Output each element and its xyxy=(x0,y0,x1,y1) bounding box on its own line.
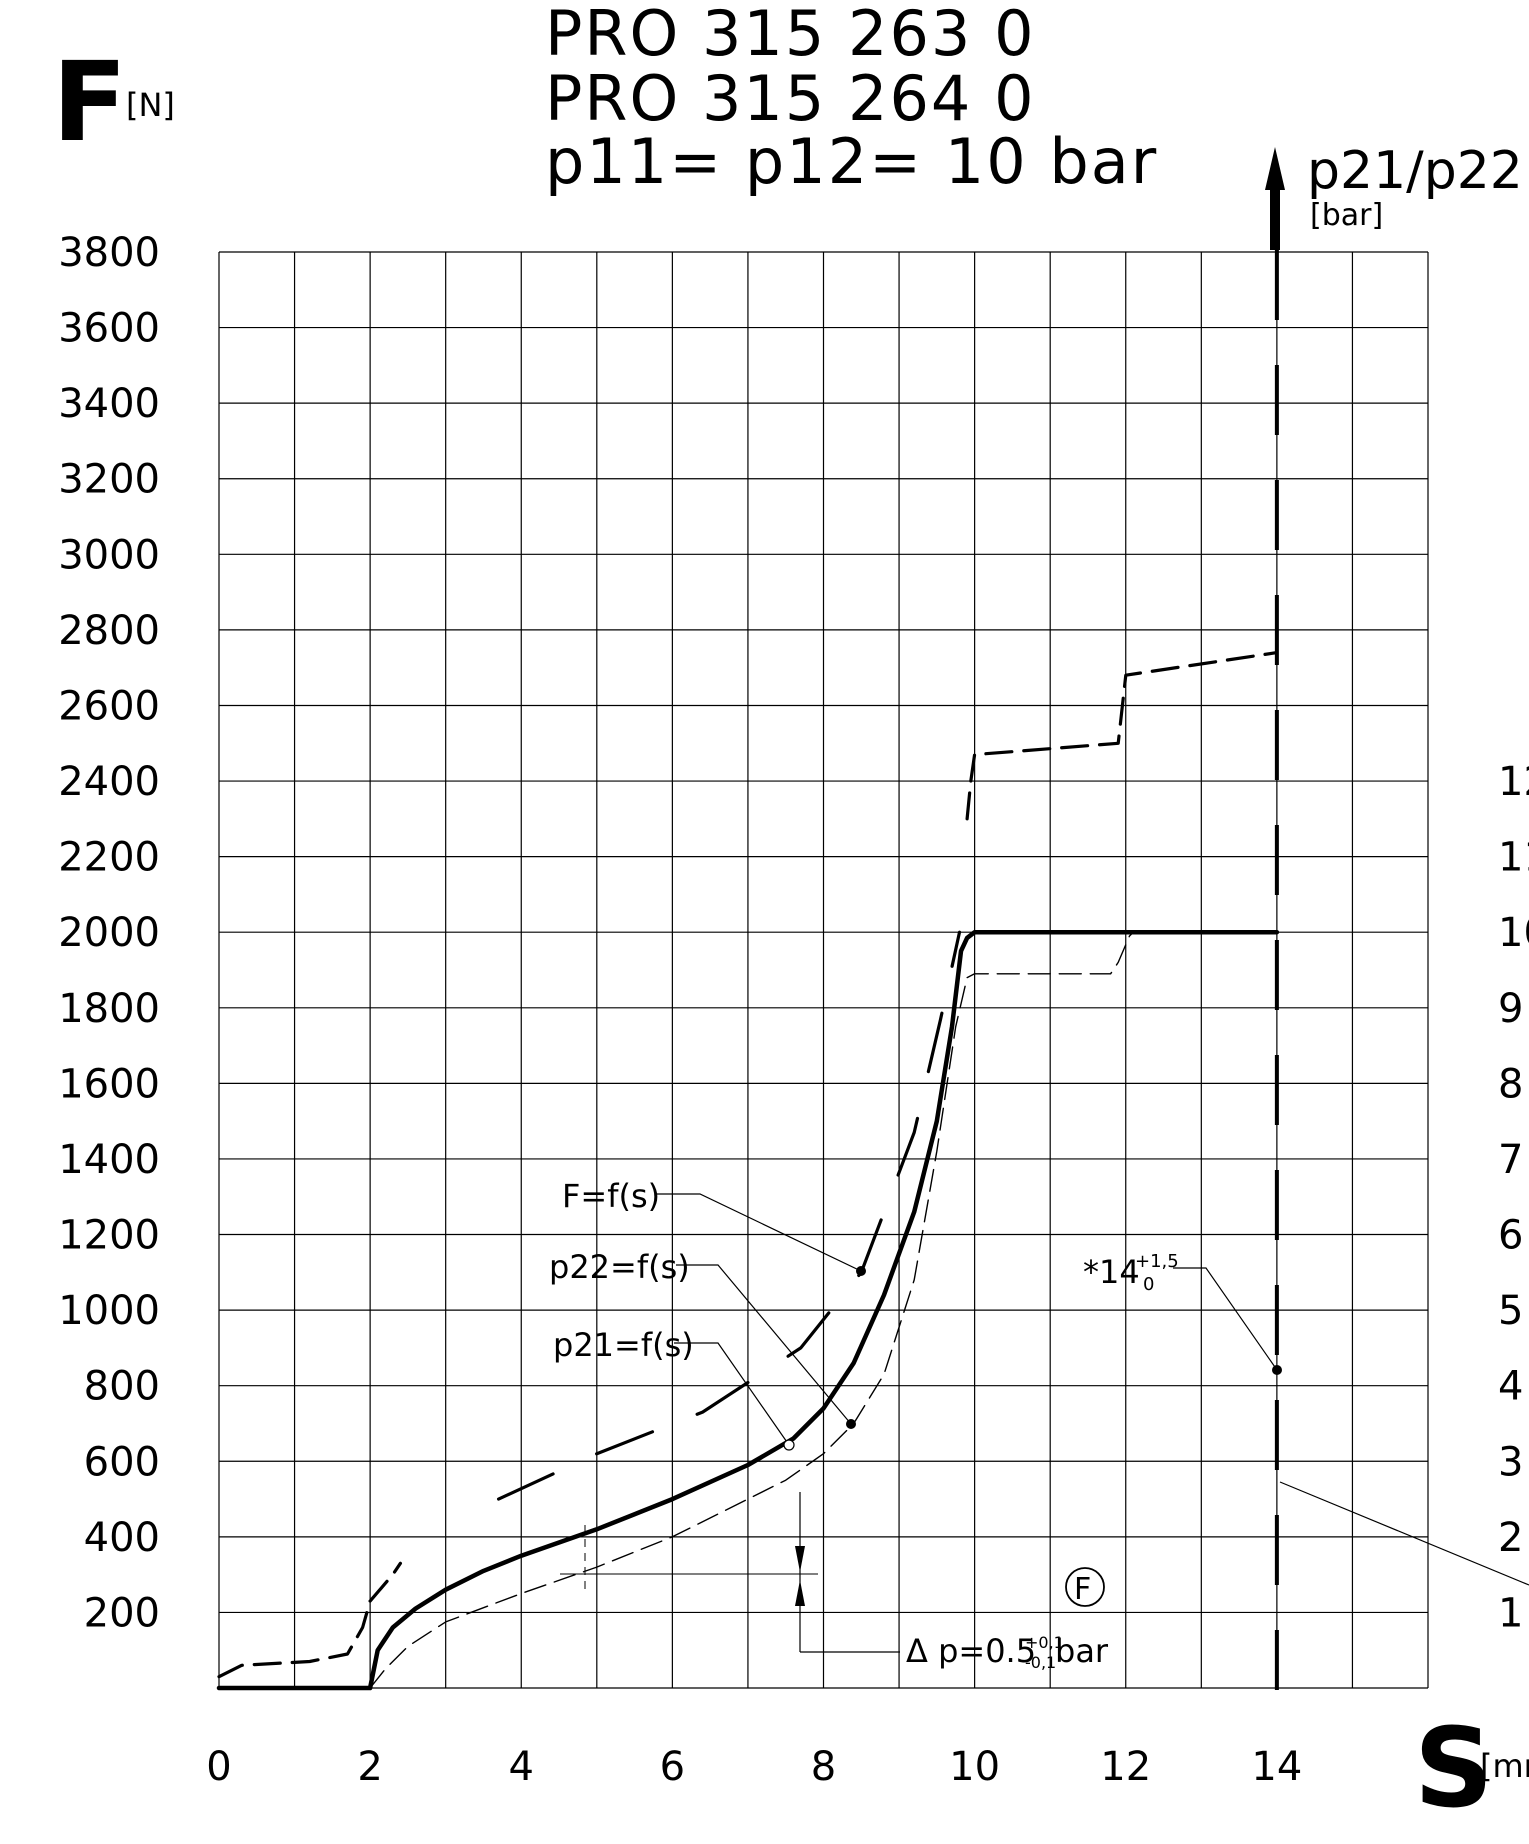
title-line-1: PRO 315 263 0 xyxy=(545,0,1036,70)
y-tick-label: 1200 xyxy=(58,1213,160,1259)
x-tick-label: 0 xyxy=(206,1744,231,1790)
y-tick-label: 2400 xyxy=(58,759,160,805)
right-axis-arrow-shaft xyxy=(1270,188,1280,250)
y-tick-label: 200 xyxy=(84,1590,160,1636)
y-tick-label: 1800 xyxy=(58,986,160,1032)
right-tick-label: 12 xyxy=(1498,759,1529,805)
p22-leader-line xyxy=(676,1264,852,1425)
y-tick-label: 2800 xyxy=(58,608,160,654)
delta-p-unit: bar xyxy=(1055,1632,1109,1670)
p21-leader-line xyxy=(674,1342,790,1446)
y-tick-label: 3600 xyxy=(58,306,160,352)
right-tick-label: 3 xyxy=(1498,1439,1523,1485)
x-axis-unit: [mm] xyxy=(1480,1747,1529,1785)
stroke-leader-dot xyxy=(1272,1365,1282,1375)
right-tick-label: 8 xyxy=(1498,1061,1523,1107)
plot-grid xyxy=(218,251,1429,1689)
f-leader-dot xyxy=(856,1266,866,1276)
right-tick-labels: 123456789101112 xyxy=(1498,759,1529,1636)
p22-series-label: p22=f(s) xyxy=(549,1248,690,1286)
right-tick-label: 6 xyxy=(1498,1213,1523,1259)
x-tick-label: 12 xyxy=(1100,1744,1151,1790)
y-tick-label: 600 xyxy=(84,1439,160,1485)
x-tick-label: 4 xyxy=(509,1744,534,1790)
stroke-tol-lower: 0 xyxy=(1143,1274,1154,1295)
series-f-f-s- xyxy=(216,929,1280,1691)
delta-p-tol-lower: -0,1 xyxy=(1025,1653,1056,1672)
p21-leader-dot xyxy=(783,1439,795,1451)
right-tick-label: 4 xyxy=(1498,1364,1523,1410)
delta-p-arrow-down-icon xyxy=(795,1546,805,1572)
y-tick-labels: 200 400 600 800 1000 1200 1400 1600 1800 2000 2200… xyxy=(58,230,160,1636)
right-tick-label: 7 xyxy=(1498,1137,1523,1183)
y-tick-label: 3200 xyxy=(58,457,160,503)
y-tick-label: 3000 xyxy=(58,532,160,578)
right-tick-label: 11 xyxy=(1498,835,1529,881)
annotations: F=f(s) p22=f(s) p21=f(s) *14 +1,5 0 Δ p=… xyxy=(549,1177,1529,1672)
y-axis-symbol: F xyxy=(52,38,127,166)
y-axis-unit: [N] xyxy=(126,86,175,124)
right-tick-label: 2 xyxy=(1498,1515,1523,1561)
x-tick-label: 2 xyxy=(357,1744,382,1790)
stroke-tol-upper: +1,5 xyxy=(1135,1251,1179,1272)
right-tick-label: 9 xyxy=(1498,986,1523,1032)
delta-p-tol-upper: +0,1 xyxy=(1025,1633,1064,1652)
right-tick-label: 5 xyxy=(1498,1288,1523,1334)
series-p21-f-s- xyxy=(217,1561,402,1679)
x-tick-labels: 0 2 4 6 8 10 12 14 xyxy=(206,1744,1302,1790)
y-tick-label: 2200 xyxy=(58,835,160,881)
circled-f-icon xyxy=(1065,1567,1105,1607)
delta-p-arrow-up-icon xyxy=(795,1580,805,1606)
x-tick-label: 14 xyxy=(1251,1744,1302,1790)
y-tick-label: 1400 xyxy=(58,1137,160,1183)
p22-leader-dot xyxy=(846,1419,856,1429)
delta-p-label: Δ p=0.5 xyxy=(906,1632,1036,1670)
f-leader-line xyxy=(656,1193,862,1272)
y-tick-label: 1000 xyxy=(58,1288,160,1334)
stroke-leader-line xyxy=(1173,1267,1278,1371)
series-upper-step xyxy=(965,651,1279,821)
y-tick-label: 1600 xyxy=(58,1061,160,1107)
y-tick-label: 3800 xyxy=(58,230,160,276)
right-axis-label: p21/p22 xyxy=(1307,141,1523,201)
x-axis-symbol: S xyxy=(1414,1704,1493,1832)
y-tick-label: 400 xyxy=(84,1515,160,1561)
chart-title: PRO 315 263 0 PRO 315 264 0 p11= p12= 10… xyxy=(545,0,1158,198)
y-tick-label: 3400 xyxy=(58,381,160,427)
right-axis-arrow-icon xyxy=(1265,147,1285,190)
y-tick-label: 2000 xyxy=(58,910,160,956)
p21-series-label: p21=f(s) xyxy=(553,1326,694,1364)
series-tolerance-band xyxy=(497,930,962,1501)
stroke-label: *14 xyxy=(1083,1253,1140,1291)
y-tick-label: 800 xyxy=(84,1364,160,1410)
y-tick-label: 2600 xyxy=(58,683,160,729)
f-series-label: F=f(s) xyxy=(562,1177,660,1215)
x-tick-label: 8 xyxy=(811,1744,836,1790)
right-axis-unit: [bar] xyxy=(1310,198,1383,233)
right-tick-label: 1 xyxy=(1498,1590,1523,1636)
right-tick-label: 10 xyxy=(1498,910,1529,956)
x-tick-label: 6 xyxy=(660,1744,685,1790)
title-line-3: p11= p12= 10 bar xyxy=(545,125,1158,198)
right-leader-line xyxy=(1279,1481,1529,1586)
circled-f-label: F xyxy=(1074,1572,1091,1607)
title-line-2: PRO 315 264 0 xyxy=(545,62,1036,135)
x-tick-label: 10 xyxy=(949,1744,1000,1790)
